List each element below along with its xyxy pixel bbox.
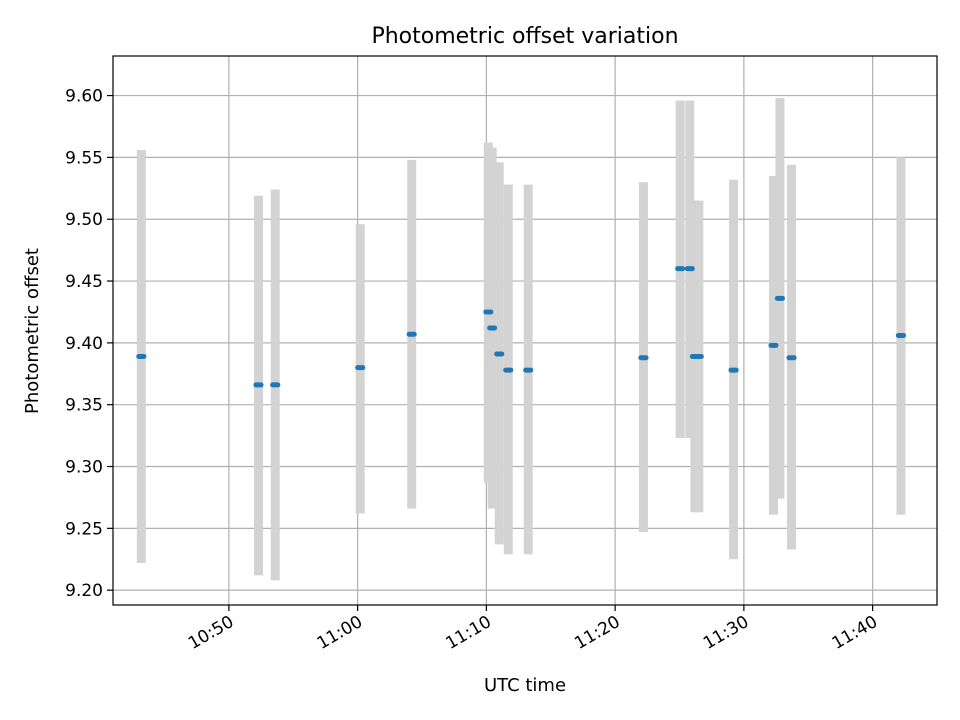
y-tick-label: 9.50 [65,210,103,230]
chart-title: Photometric offset variation [371,24,678,49]
plot-frame [112,55,938,606]
y-tick-label: 9.55 [65,148,103,168]
x-axis-label: UTC time [484,675,566,696]
y-ticks: 9.20 9.25 9.30 9.35 9.40 9.45 9.50 9.55 9.60 [65,87,113,601]
y-tick-label: 9.60 [65,87,103,107]
data-points [136,266,907,388]
y-tick-label: 9.35 [65,396,103,416]
y-tick-label: 9.30 [65,458,103,478]
y-axis-label: Photometric offset [22,248,43,414]
y-tick-label: 9.25 [65,519,103,539]
y-tick-label: 9.45 [65,272,103,292]
y-tick-label: 9.40 [65,334,103,354]
y-tick-label: 9.20 [65,581,103,601]
